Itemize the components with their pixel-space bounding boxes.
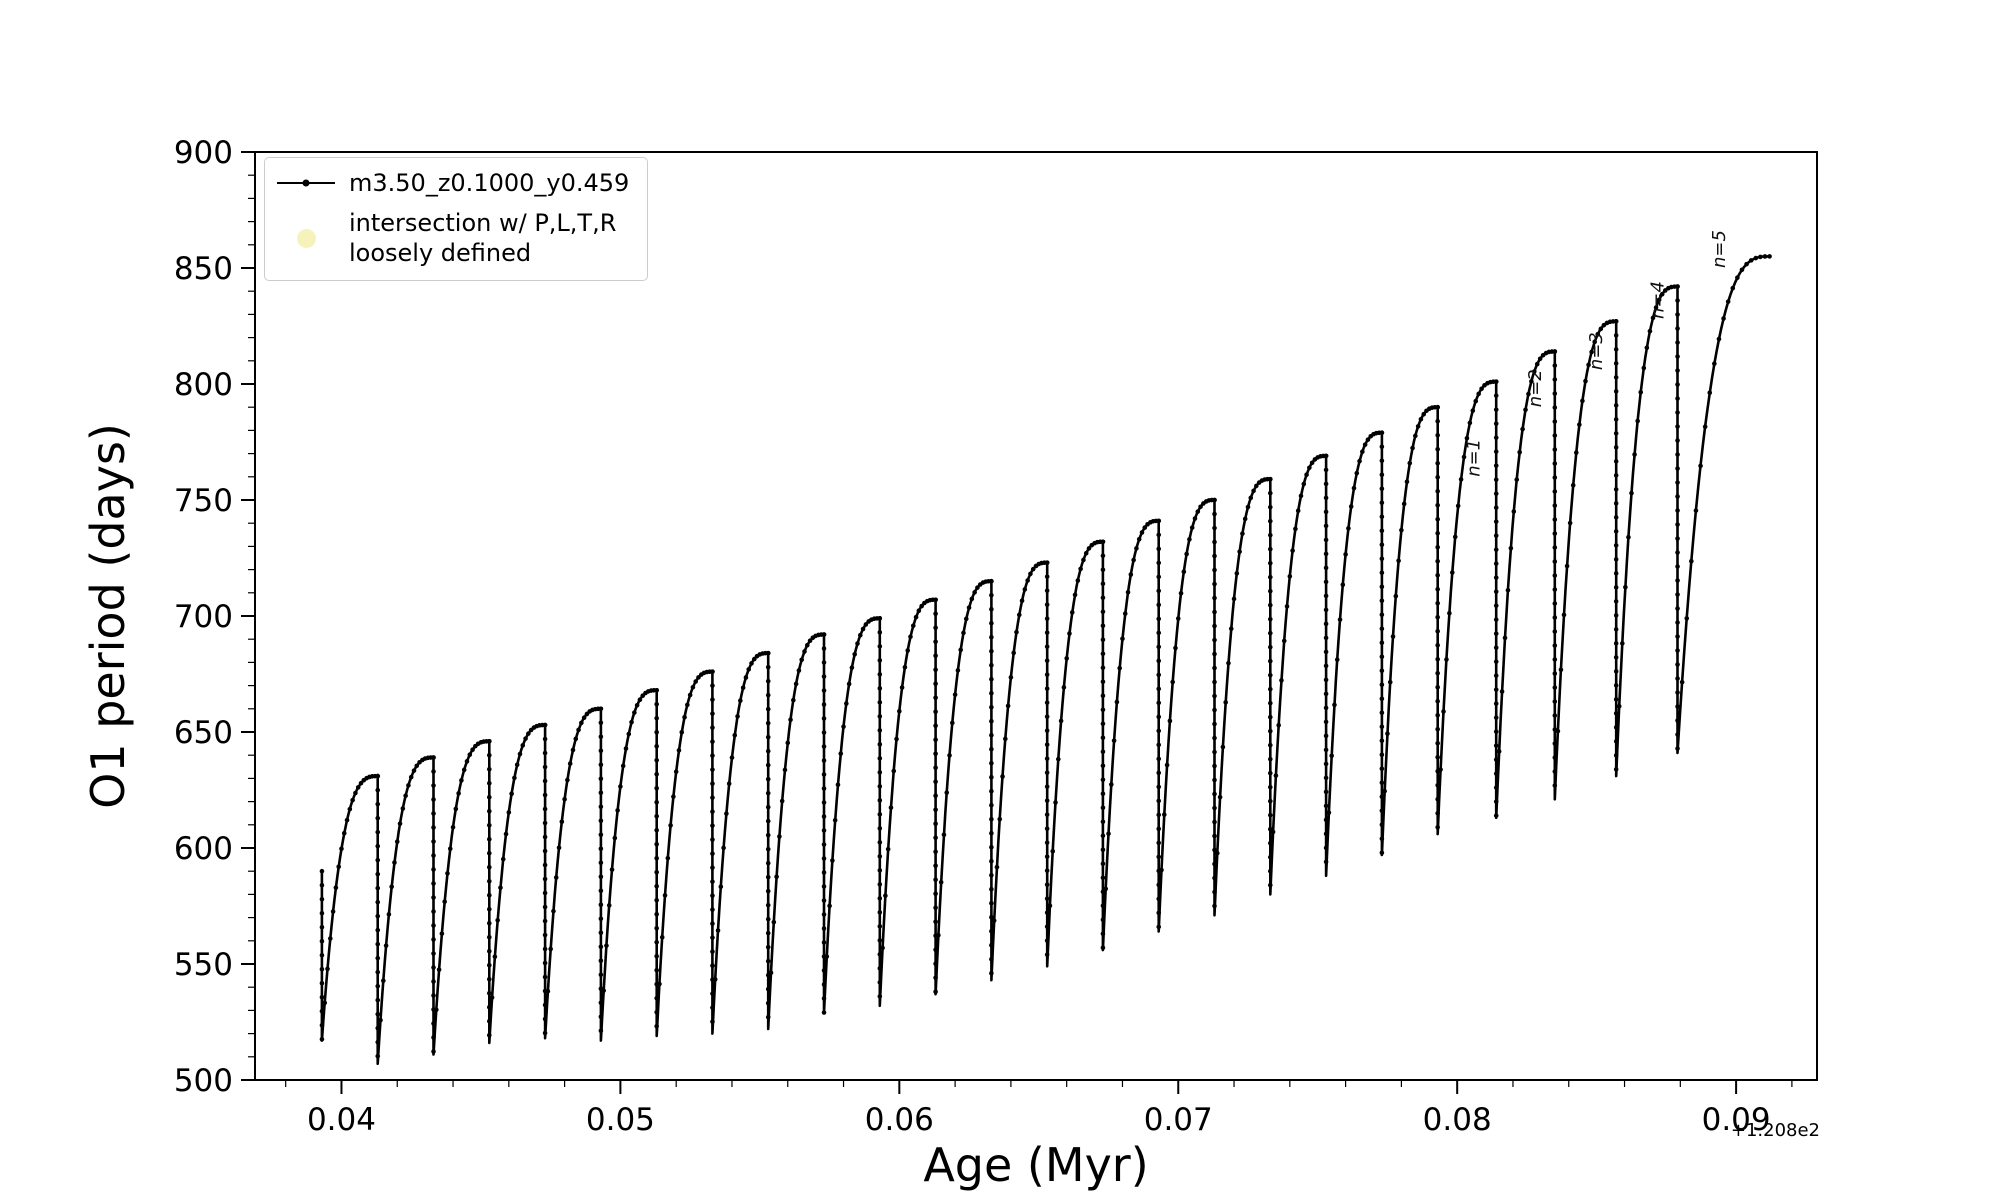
x-tick-label: 0.08 xyxy=(1423,1102,1492,1138)
axis-ticks: 0.04 0.05 0.06 0.07 0.08 0.09 500 550 600 650 700 7… xyxy=(174,135,1793,1138)
legend-label-intersection-line1: intersection w/ P,L,T,R xyxy=(349,209,617,237)
y-tick-label: 650 xyxy=(174,715,233,751)
y-tick-label: 550 xyxy=(174,947,233,983)
x-axis-title: Age (Myr) xyxy=(923,1138,1149,1192)
y-tick-label: 750 xyxy=(174,483,233,519)
x-tick-label: 0.05 xyxy=(586,1102,655,1138)
line-dot-marker-icon xyxy=(277,182,335,184)
legend-label-intersection-line2: loosely defined xyxy=(349,239,532,267)
series-path xyxy=(320,255,1771,1066)
legend-item-intersection: intersection w/ P,L,T,R loosely defined xyxy=(277,208,629,268)
y-tick-label: 600 xyxy=(174,831,233,867)
y-axis-title: O1 period (days) xyxy=(81,423,135,809)
y-tick-label: 500 xyxy=(174,1063,233,1099)
annotation-n1: n=1 xyxy=(1463,439,1484,477)
legend: m3.50_z0.1000_y0.459 intersection w/ P,L… xyxy=(264,157,649,281)
circle-marker-icon xyxy=(277,228,335,248)
x-tick-label: 0.04 xyxy=(307,1102,376,1138)
legend-label-intersection: intersection w/ P,L,T,R loosely defined xyxy=(349,208,616,268)
x-tick-label: 0.06 xyxy=(865,1102,934,1138)
x-axis-offset-label: +1.208e2 xyxy=(1730,1120,1820,1141)
x-tick-label: 0.07 xyxy=(1144,1102,1213,1138)
y-tick-label: 850 xyxy=(174,251,233,287)
annotation-n2: n=2 xyxy=(1525,369,1546,407)
legend-label-series: m3.50_z0.1000_y0.459 xyxy=(349,169,630,197)
annotation-n3: n=3 xyxy=(1586,332,1607,370)
y-tick-label: 900 xyxy=(174,135,233,171)
y-tick-label: 700 xyxy=(174,599,233,635)
x-tick-label: 0.09 xyxy=(1702,1102,1771,1138)
y-tick-label: 800 xyxy=(174,367,233,403)
annotations: n=1 n=2 n=3 n=4 n=5 xyxy=(1463,230,1729,477)
legend-item-series: m3.50_z0.1000_y0.459 xyxy=(277,168,629,198)
annotation-n5: n=5 xyxy=(1709,230,1730,268)
annotation-n4: n=4 xyxy=(1648,281,1669,319)
